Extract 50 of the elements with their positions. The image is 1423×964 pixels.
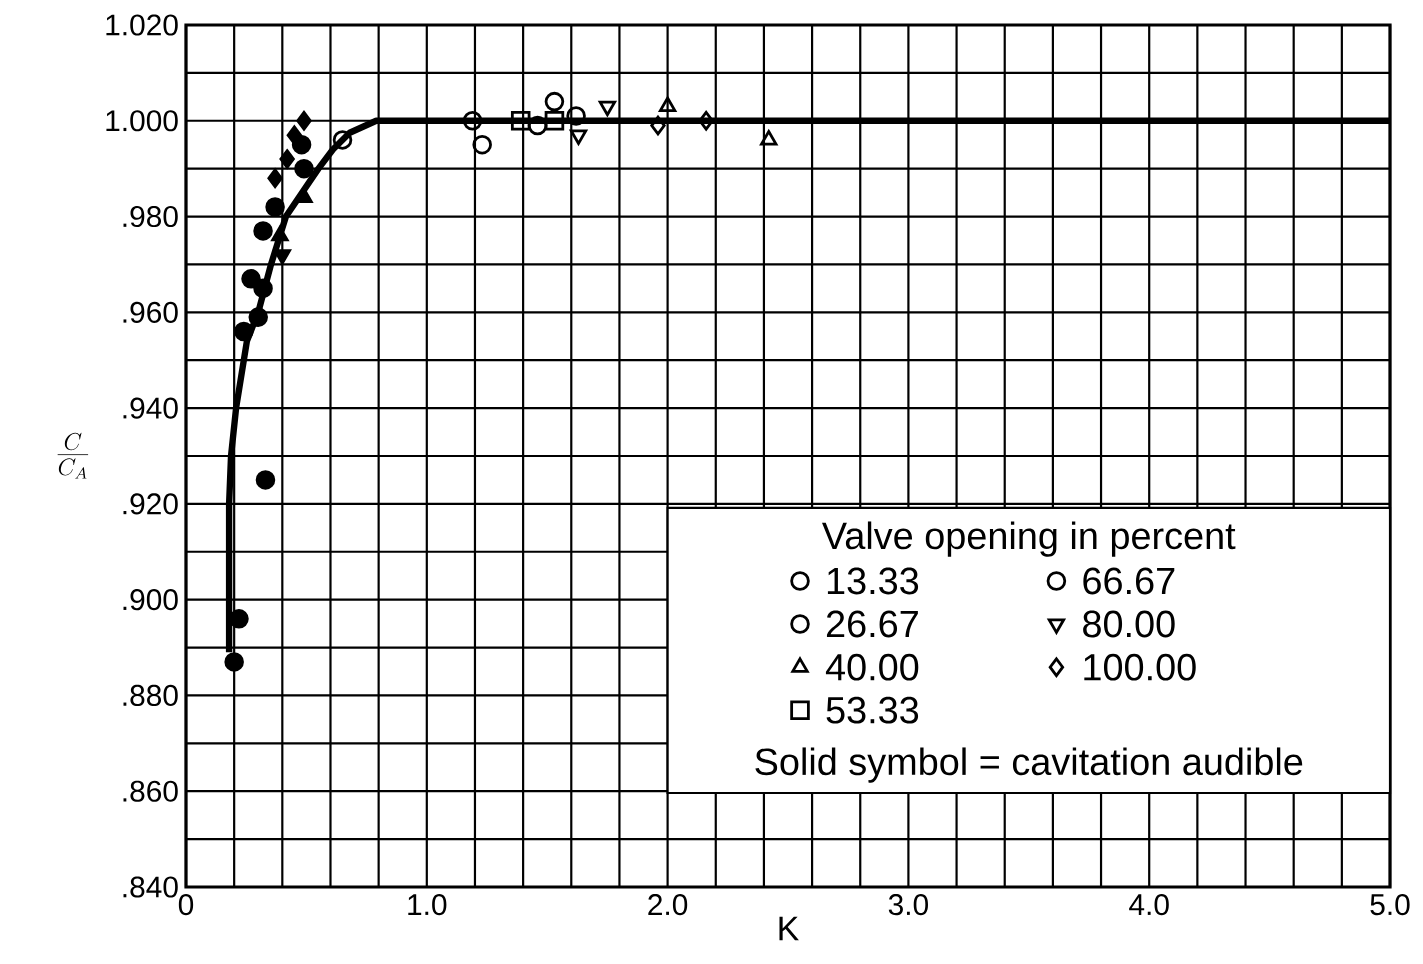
y-tick-label: .980	[123, 205, 178, 228]
y-tick-label: 1.000	[106, 110, 178, 132]
y-axis-title: $\frac{C}{C_A}$	[57, 432, 89, 479]
point	[229, 609, 249, 629]
y-tick-label: 1.020	[106, 14, 178, 36]
x-tick-label: 3.0	[888, 894, 928, 916]
legend-title: Valve opening in percent	[822, 521, 1236, 557]
point	[760, 130, 778, 146]
point	[224, 652, 244, 672]
legend-label: 100.00	[1084, 653, 1196, 681]
x-tick-label: 1.0	[408, 894, 447, 916]
point	[332, 130, 353, 150]
point	[248, 307, 269, 327]
x-tick-label: 5.0	[1370, 894, 1410, 916]
point	[253, 221, 273, 241]
annotation: Solid symbol = cavitation audible	[755, 747, 1303, 783]
y-tick-label: .960	[123, 301, 178, 323]
point	[698, 111, 714, 131]
y-tick-label: .840	[123, 876, 178, 898]
point	[267, 168, 283, 189]
point	[566, 106, 586, 126]
x-tick-label: 2.0	[648, 894, 688, 916]
y-tick-label: .940	[123, 397, 178, 419]
legend-label: 26.67	[826, 610, 918, 638]
point	[253, 278, 273, 299]
legend-label: 53.33	[826, 696, 919, 724]
legend-label: 80.00	[1083, 610, 1175, 638]
x-tick-label: 0	[178, 894, 194, 916]
y-tick-label: .880	[123, 684, 178, 707]
y-tick-label: .900	[123, 589, 178, 611]
point	[265, 197, 285, 217]
point	[279, 149, 295, 169]
point	[255, 470, 276, 490]
point	[294, 158, 314, 179]
point	[650, 115, 666, 136]
legend-label: 66.67	[1083, 567, 1175, 595]
y-tick-label: .860	[123, 780, 178, 802]
point	[544, 91, 565, 112]
point	[472, 134, 492, 155]
x-tick-label: 4.0	[1129, 894, 1169, 916]
x-axis-title: K	[779, 916, 799, 941]
point	[286, 125, 303, 145]
point	[462, 111, 483, 131]
legend-label: 40.00	[825, 653, 919, 681]
point	[296, 111, 312, 131]
point	[510, 111, 531, 131]
point	[569, 129, 588, 145]
point	[234, 321, 254, 342]
legend-label: 13.33	[827, 567, 919, 595]
y-tick-label: .920	[123, 493, 178, 515]
